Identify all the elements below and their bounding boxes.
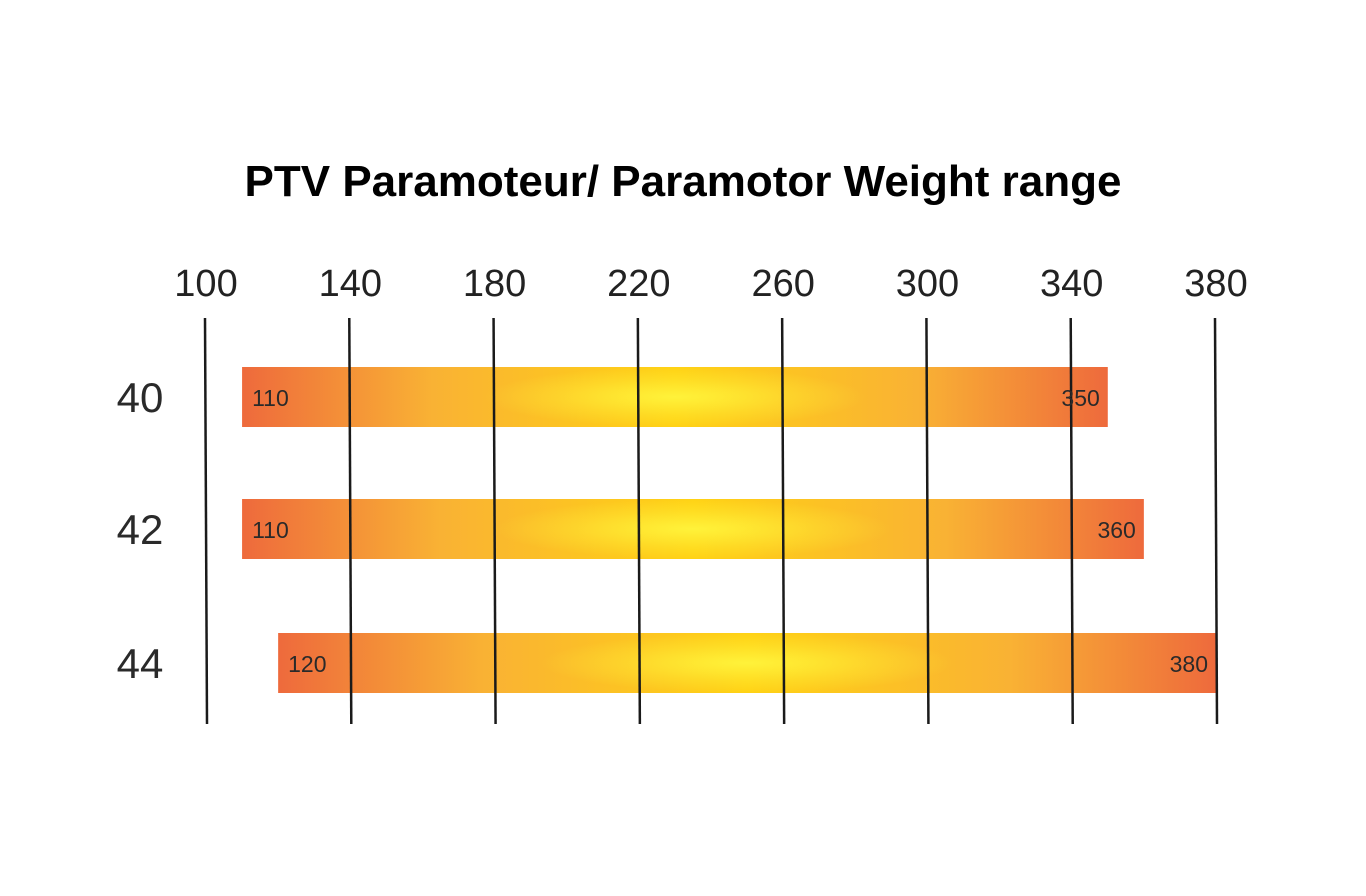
category-label-42: 42 [117,506,164,553]
x-axis-tick-labels: 100 140 180 220 260 300 340 380 [174,263,1247,305]
bar-max-label-40: 350 [1061,385,1099,411]
bar-max-label-44: 380 [1170,651,1208,677]
bar-max-label-42: 360 [1097,517,1135,543]
gridline-300 [925,317,930,725]
gridline-340 [1069,317,1074,725]
range-bar-glow-44 [540,633,954,693]
category-label-40: 40 [117,374,164,421]
range-bars [242,367,1217,693]
gridline-380 [1213,317,1219,725]
gridline-220 [636,317,642,725]
x-tick-label-220: 220 [607,263,670,305]
chart-title: PTV Paramoteur/ Paramotor Weight range [245,157,1122,206]
x-tick-label-300: 300 [896,263,959,305]
category-label-44: 44 [117,640,164,687]
x-tick-label-140: 140 [319,263,382,305]
x-tick-label-100: 100 [174,263,237,305]
gridline-180 [492,317,497,725]
category-labels: 40 42 44 [117,374,164,687]
range-bar-glow-40 [484,367,866,427]
gridline-100 [203,317,209,725]
bar-min-label-44: 120 [288,651,326,677]
x-tick-label-260: 260 [751,263,814,305]
x-tick-label-380: 380 [1184,263,1247,305]
bar-min-label-42: 110 [252,517,289,543]
range-bar-glow-42 [494,499,892,559]
bar-value-labels: 110 350 110 360 120 380 [252,385,1208,677]
gridline-260 [780,317,786,725]
bar-min-label-40: 110 [252,385,289,411]
gridline-140 [348,317,353,725]
x-tick-label-340: 340 [1040,263,1103,305]
x-tick-label-180: 180 [463,263,526,305]
vertical-gridlines [203,317,1219,725]
